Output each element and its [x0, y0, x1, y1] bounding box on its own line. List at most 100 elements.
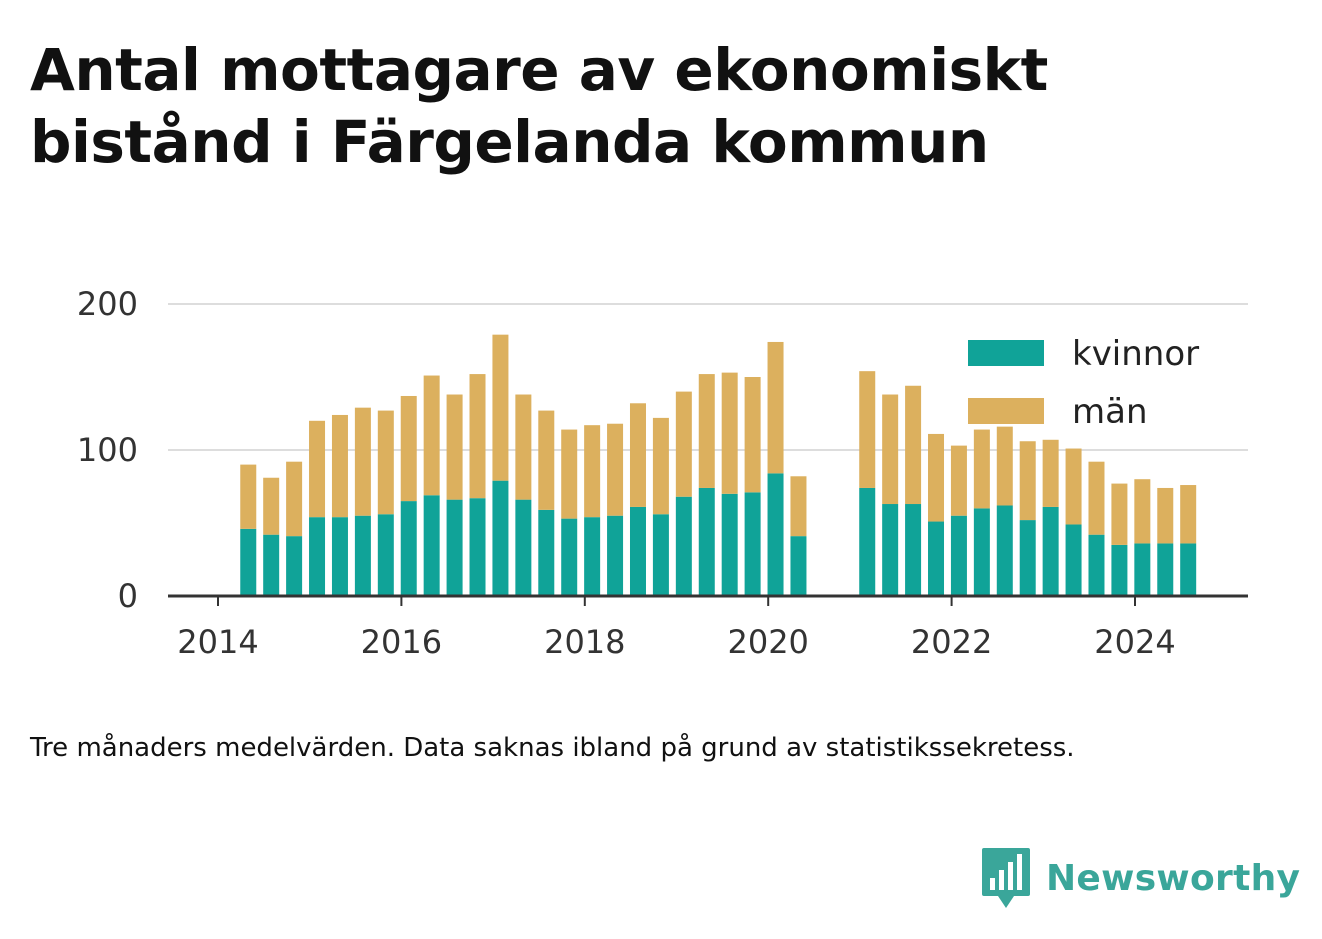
bar-stack	[1065, 448, 1082, 596]
bar-kvinnor	[950, 515, 967, 596]
bar-kvinnor	[744, 492, 761, 596]
bar-kvinnor	[400, 501, 417, 596]
newsworthy-bar-chart-icon	[982, 848, 1030, 908]
bar-kvinnor	[1088, 534, 1105, 596]
bar-stack	[515, 394, 532, 596]
bar-man	[309, 420, 326, 518]
bar-man	[1157, 487, 1174, 544]
y-tick-label: 200	[77, 285, 138, 323]
bar-kvinnor	[996, 505, 1013, 596]
bar-man	[263, 477, 280, 535]
bar-stack	[928, 433, 945, 596]
bar-chart: 0 100 200 2014 2016 2018 2020 2022 2024 kvinnor…	[77, 285, 1248, 661]
bar-kvinnor	[561, 518, 578, 596]
bar-man	[767, 341, 784, 474]
bar-man	[882, 394, 899, 505]
legend-swatch	[968, 398, 1044, 424]
bar-man	[377, 410, 394, 515]
brand-name: Newsworthy	[1046, 857, 1301, 899]
bar-man	[675, 391, 692, 497]
bar-stack	[675, 391, 692, 596]
bar-kvinnor	[675, 496, 692, 596]
bar-stack	[905, 385, 922, 596]
bar-man	[1111, 483, 1128, 545]
bar-kvinnor	[973, 508, 990, 596]
bar-stack	[446, 394, 463, 596]
bar-man	[354, 407, 371, 516]
bar-man	[538, 410, 555, 510]
bar-stack	[400, 395, 417, 596]
bar-stack	[996, 426, 1013, 596]
x-axis-ticks: 2014 2016 2018 2020 2022 2024	[177, 596, 1176, 661]
bar-man	[492, 334, 509, 481]
bar-man	[400, 395, 417, 502]
bar-stack	[973, 429, 990, 596]
bar-man	[721, 372, 738, 494]
bar-stack	[240, 464, 257, 596]
bar-kvinnor	[1180, 543, 1197, 596]
bar-kvinnor	[767, 473, 784, 596]
legend-swatch	[968, 340, 1044, 366]
bar-stack	[629, 403, 646, 596]
bar-kvinnor	[240, 528, 257, 596]
bar-man	[652, 417, 669, 515]
bar-man	[950, 445, 967, 516]
x-tick-label: 2020	[727, 623, 808, 661]
bar-man	[331, 414, 348, 518]
bar-man	[423, 375, 440, 496]
bar-kvinnor	[607, 515, 624, 596]
bar-man	[698, 374, 715, 488]
bar-man	[905, 385, 922, 505]
bar-stack	[1157, 487, 1174, 596]
bar-kvinnor	[790, 536, 807, 596]
bar-stack	[1088, 461, 1105, 596]
bar-man	[629, 403, 646, 507]
bar-kvinnor	[354, 515, 371, 596]
bar-stack	[538, 410, 555, 596]
bar-man	[973, 429, 990, 509]
bar-kvinnor	[469, 498, 486, 596]
bar-kvinnor	[1065, 524, 1082, 596]
bar-kvinnor	[286, 536, 303, 596]
bar-stack	[263, 477, 280, 596]
bar-man	[469, 374, 486, 499]
bar-kvinnor	[492, 480, 509, 596]
bar-man	[996, 426, 1013, 506]
bar-stack	[286, 461, 303, 596]
bar-man	[286, 461, 303, 537]
bar-man	[1065, 448, 1082, 525]
bar-kvinnor	[584, 517, 601, 596]
bar-man	[1088, 461, 1105, 535]
legend-label: män	[1072, 392, 1148, 432]
bar-stack	[950, 445, 967, 596]
bar-man	[1019, 441, 1036, 521]
bar-man	[446, 394, 463, 500]
bar-stack	[859, 371, 876, 596]
bar-kvinnor	[1042, 506, 1059, 596]
bar-man	[240, 464, 257, 529]
bar-kvinnor	[377, 514, 394, 596]
bar-stack	[469, 374, 486, 596]
bar-stack	[331, 414, 348, 596]
x-tick-label: 2024	[1094, 623, 1175, 661]
bar-man	[515, 394, 532, 500]
bar-stack	[1134, 479, 1151, 596]
bar-man	[859, 371, 876, 488]
bar-kvinnor	[905, 504, 922, 596]
bar-man	[1180, 485, 1197, 544]
bar-stack	[721, 372, 738, 596]
chart-caption: Tre månaders medelvärden. Data saknas ib…	[30, 733, 1075, 763]
bar-stack	[1111, 483, 1128, 596]
bar-stack	[744, 377, 761, 596]
bars	[240, 334, 1197, 596]
bar-man	[744, 377, 761, 493]
bar-stack	[652, 417, 669, 596]
bar-kvinnor	[721, 493, 738, 596]
bar-kvinnor	[515, 499, 532, 596]
bar-kvinnor	[1157, 543, 1174, 596]
bar-stack	[607, 423, 624, 596]
bar-stack	[561, 429, 578, 596]
bar-kvinnor	[331, 517, 348, 596]
bar-kvinnor	[859, 487, 876, 596]
x-tick-label: 2022	[911, 623, 992, 661]
